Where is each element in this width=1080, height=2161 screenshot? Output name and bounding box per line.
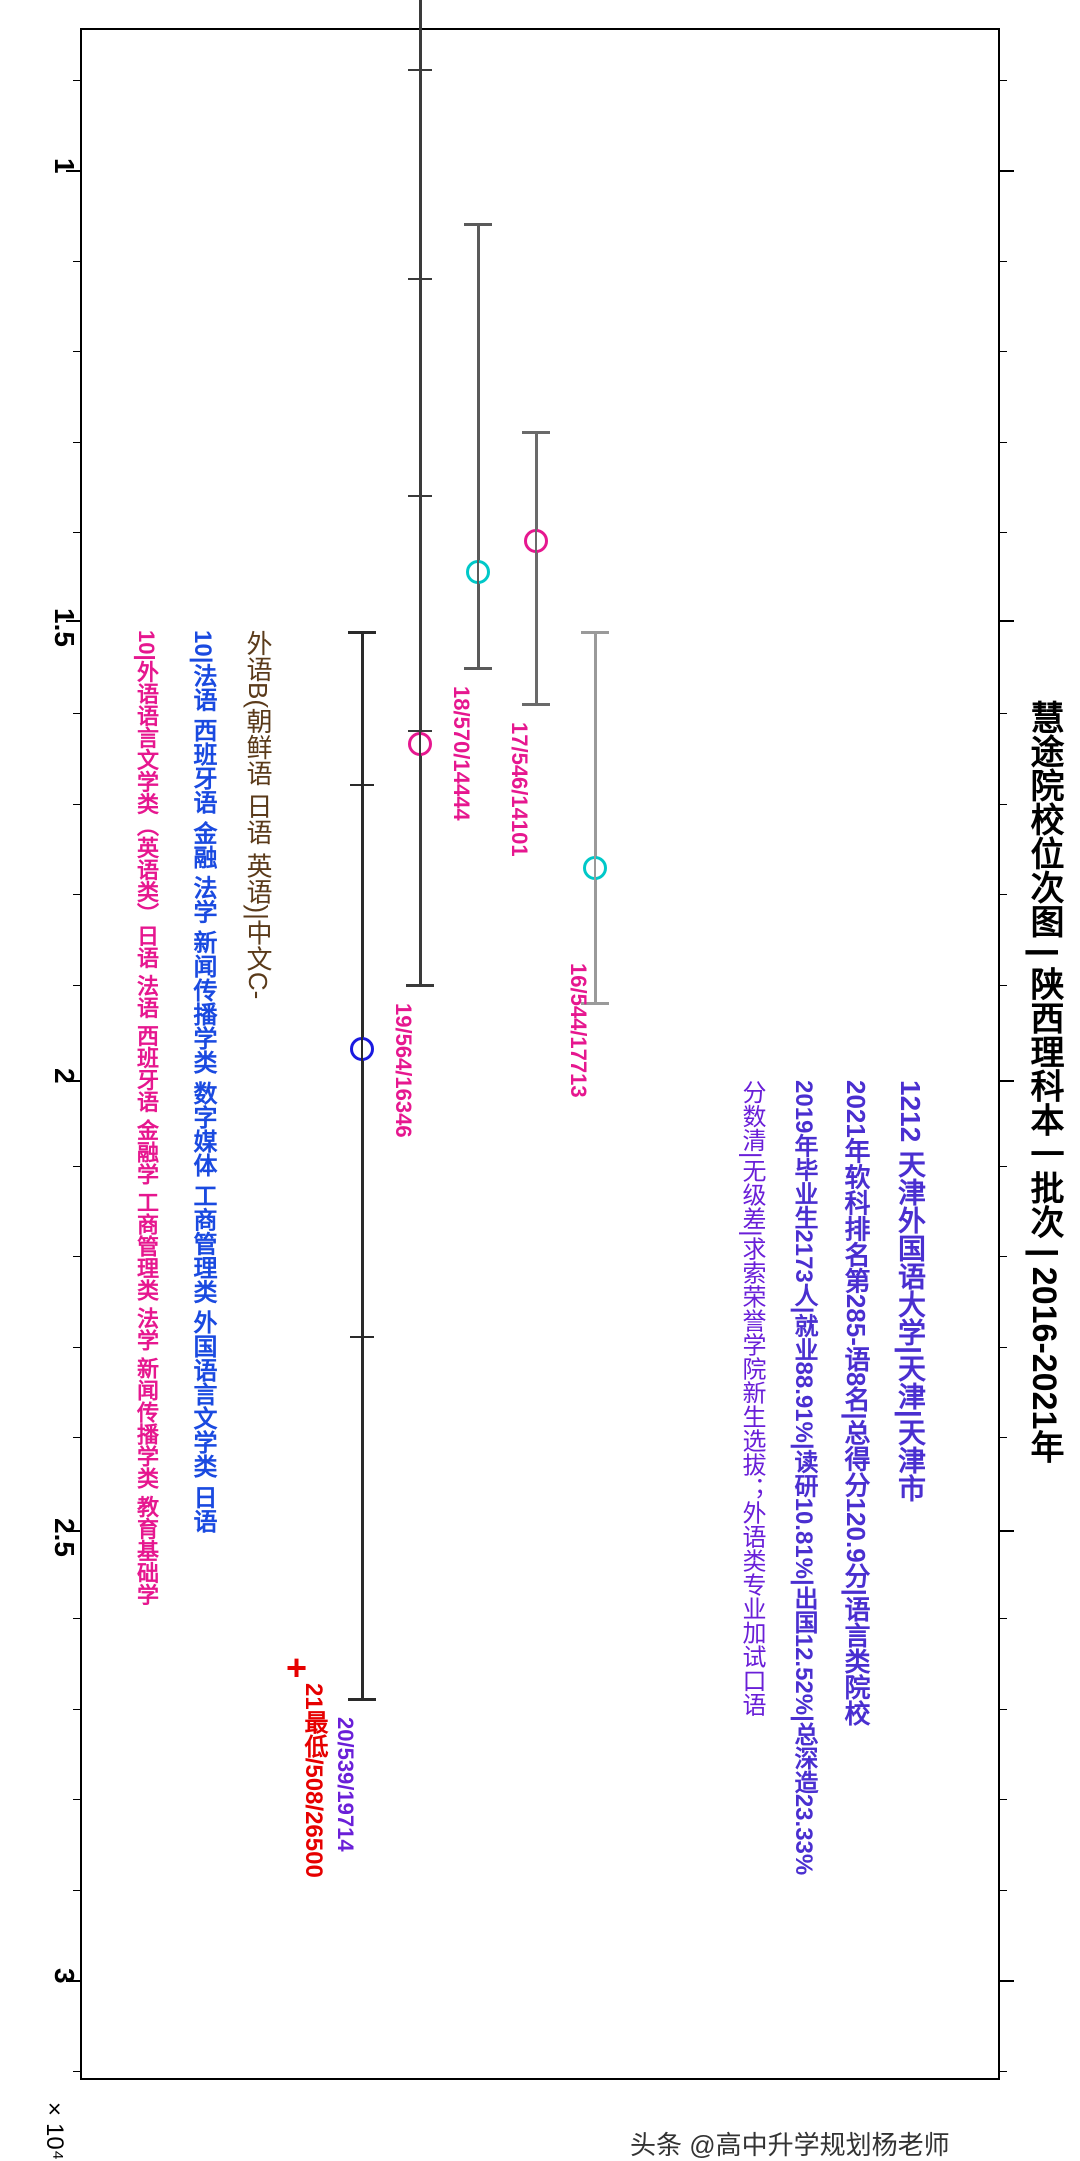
info-line: 外语B(朝鲜语 日语 英语)|中文C- bbox=[240, 630, 277, 999]
series-label: 20/539/19714 bbox=[332, 1717, 358, 1852]
axis-exponent: ×10⁴ bbox=[40, 2096, 68, 2160]
y-tick-label: 3 bbox=[48, 1968, 80, 1984]
info-line: 1212 天津外国语大学|天津|天津市 bbox=[890, 1080, 930, 1502]
low-marker-label: 21最低/508/26500 bbox=[296, 1683, 331, 1878]
chart-stage: 慧途院校位次图 | 陕西理科本一批次 | 2016-2021年 1 1.5 2 2.5 3… bbox=[0, 0, 1080, 2161]
y-tick-label: 1.5 bbox=[48, 608, 80, 647]
series-label: 17/546/14101 bbox=[506, 722, 532, 857]
info-line: 2019年毕业生2173人|就业88.91%|读研10.81%|出国12.52%… bbox=[786, 1080, 821, 1875]
watermark: 头条 @高中升学规划杨老师 bbox=[630, 2125, 950, 2161]
y-tick-label: 2.5 bbox=[48, 1518, 80, 1557]
series-label: 19/564/16346 bbox=[390, 1003, 416, 1138]
chart-title: 慧途院校位次图 | 陕西理科本一批次 | 2016-2021年 bbox=[1020, 700, 1069, 1463]
info-line: 10|法语 西班牙语 金融 法学 新闻传播学类 数字媒体 工商管理类 外国语言文… bbox=[185, 630, 220, 1533]
y-tick-label: 2 bbox=[48, 1068, 80, 1084]
info-line: 分数清|无级差|求索荣誉学院新生选拔；外语类专业加试口语 bbox=[734, 1080, 769, 1716]
y-tick-label: 1 bbox=[48, 158, 80, 174]
series-label: 18/570/14444 bbox=[448, 686, 474, 821]
info-line: 2021年软科排名第285-语8名|总得分120.9分|语言类院校 bbox=[838, 1080, 875, 1726]
series-label: 16/544/17713 bbox=[565, 963, 591, 1098]
info-line: 10|外语语言文学类（英语类）日语 法语 西班牙语 金融学 工商管理类 法学 新… bbox=[130, 630, 162, 1605]
